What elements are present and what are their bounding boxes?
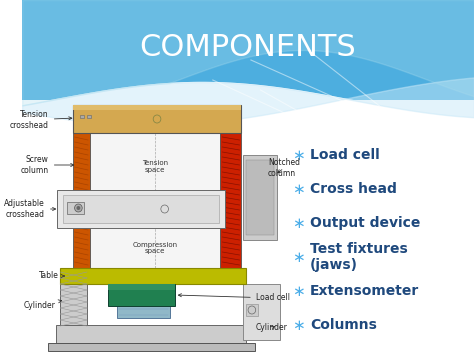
Text: Cross head: Cross head (310, 182, 397, 196)
Bar (48, 343, 255, 351)
Bar (243, 155, 277, 240)
Bar (55, 325, 246, 343)
Bar (63, 195, 219, 223)
Text: Tension
crosshead: Tension crosshead (10, 110, 72, 130)
Text: COMPONENTS: COMPONENTS (140, 33, 356, 62)
Bar (80, 115, 84, 118)
Text: Notched
column: Notched column (268, 158, 300, 178)
Bar (60, 268, 246, 284)
Bar (73, 133, 90, 268)
Bar (118, 306, 170, 318)
Bar (22, 100, 474, 355)
Text: Tension
space: Tension space (142, 160, 168, 173)
Bar (246, 160, 274, 235)
Bar (67, 202, 84, 214)
Text: Table: Table (38, 272, 64, 280)
Text: Test fixtures
(jaws): Test fixtures (jaws) (310, 242, 408, 272)
Text: ∗: ∗ (292, 147, 305, 163)
Text: Cylinder: Cylinder (255, 323, 288, 333)
Text: Columns: Columns (310, 318, 377, 332)
Text: ∗: ∗ (292, 317, 305, 333)
Text: ∗: ∗ (292, 181, 305, 197)
Bar (108, 284, 175, 290)
Bar (22, 0, 474, 100)
Bar (108, 284, 175, 306)
Text: Compression
space: Compression space (133, 241, 178, 255)
Bar (60, 272, 87, 325)
Text: Output device: Output device (310, 216, 420, 230)
Text: Cylinder: Cylinder (24, 300, 62, 310)
Bar (57, 190, 225, 228)
Circle shape (74, 204, 82, 212)
Bar (87, 115, 91, 118)
Text: Extensometer: Extensometer (310, 284, 419, 298)
Text: Adjustable
crosshead: Adjustable crosshead (4, 199, 55, 219)
Circle shape (76, 206, 80, 210)
Text: Load cell: Load cell (178, 294, 290, 302)
Text: ∗: ∗ (292, 284, 305, 299)
Bar (73, 105, 241, 110)
Bar (220, 133, 241, 268)
Text: ∗: ∗ (292, 215, 305, 230)
Text: Screw
column: Screw column (21, 155, 74, 175)
Bar (246, 304, 257, 316)
Bar (73, 105, 241, 133)
Bar (243, 284, 280, 340)
Text: Load cell: Load cell (310, 148, 380, 162)
Text: ∗: ∗ (292, 250, 305, 264)
Bar (90, 133, 220, 268)
